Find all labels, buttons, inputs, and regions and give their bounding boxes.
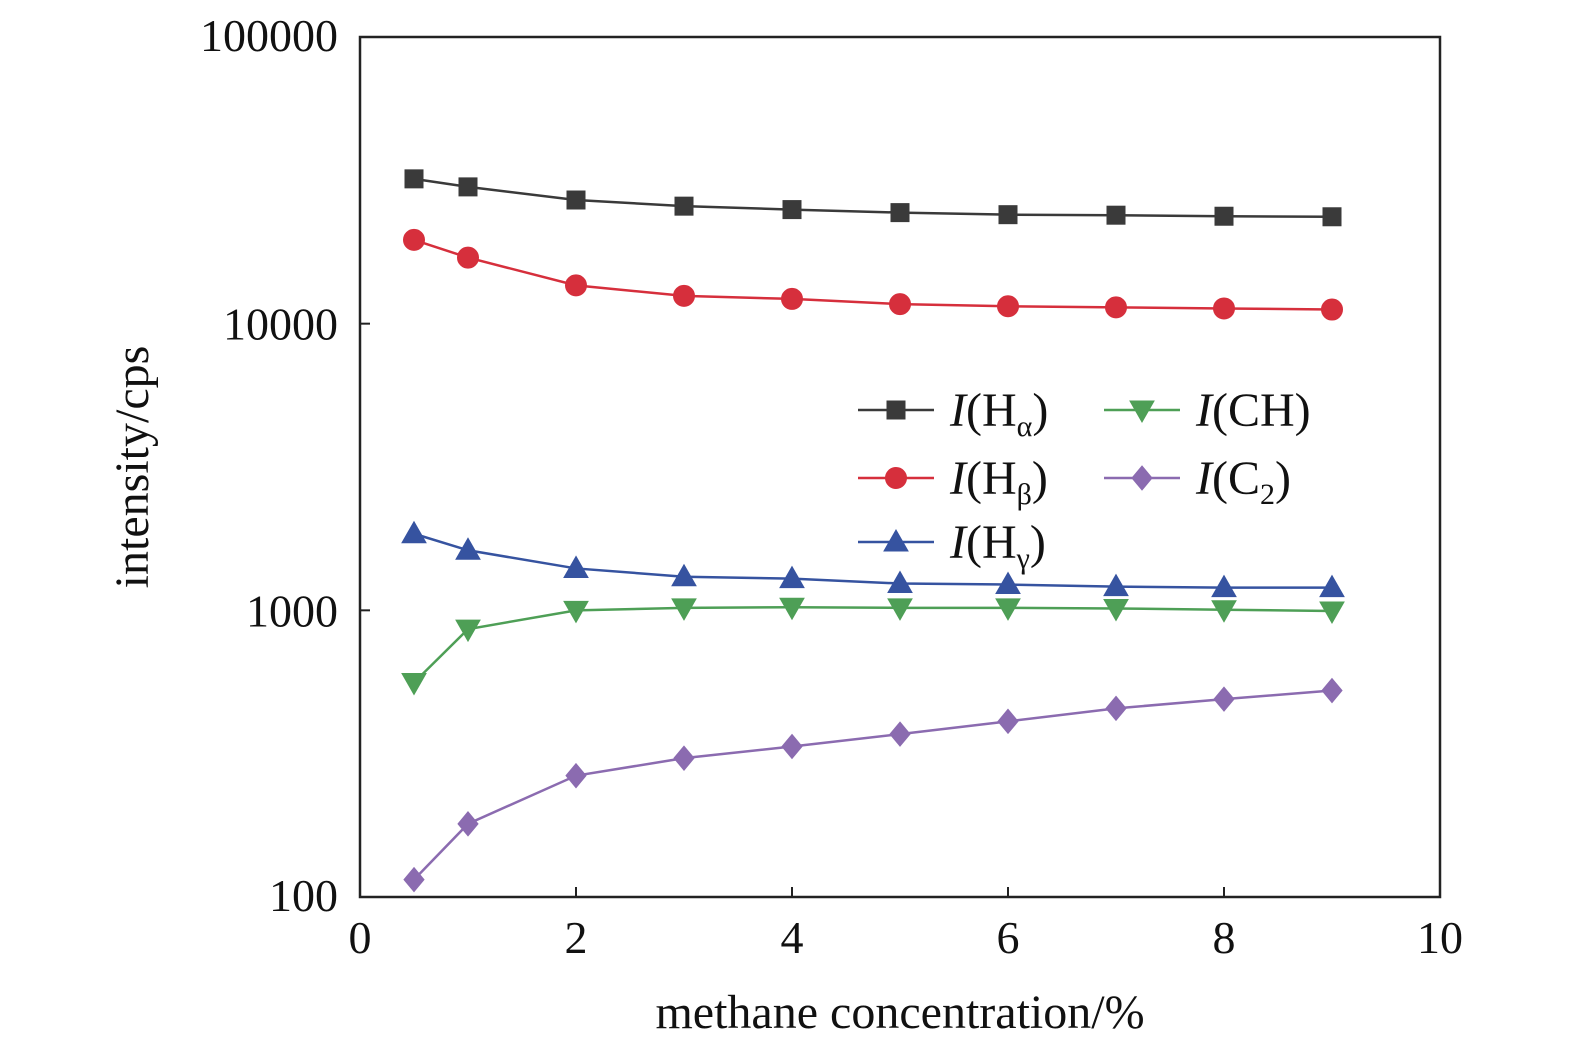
series-line <box>413 177 1333 219</box>
plot-area <box>358 35 1442 899</box>
data-point <box>1214 206 1234 226</box>
data-point <box>563 600 589 624</box>
data-point <box>781 287 803 310</box>
data-point <box>1322 207 1342 227</box>
data-point <box>1319 601 1345 624</box>
legend: I(Hα) I(Hβ)I(Hγ) I(CH) I(C2) <box>858 384 1311 575</box>
legend-entry: I(Hα) <box>858 384 1048 443</box>
data-point <box>403 866 425 893</box>
series-4 <box>403 677 1343 893</box>
data-point <box>1103 573 1129 597</box>
data-point <box>403 228 425 251</box>
data-point <box>995 571 1021 595</box>
data-point <box>1211 574 1237 598</box>
x-tick-label: 0 <box>349 912 372 963</box>
data-point <box>563 555 589 578</box>
x-tick-label: 10 <box>1417 912 1463 963</box>
x-axis-label: methane concentration/% <box>655 986 1144 1039</box>
data-point <box>997 708 1019 735</box>
y-tick-label: 1000 <box>246 585 338 636</box>
data-point <box>779 565 805 589</box>
series-3 <box>401 597 1345 696</box>
x-tick-label: 2 <box>565 912 588 963</box>
data-point <box>779 597 805 621</box>
legend-label: I(Hβ) <box>949 452 1048 511</box>
data-point <box>782 200 802 220</box>
data-point <box>997 295 1019 318</box>
data-point <box>458 177 478 197</box>
data-point <box>674 196 694 216</box>
data-point <box>671 598 697 621</box>
x-axis: 0 2 4 6 8 10 <box>349 887 1463 963</box>
legend-label: I(Hα) <box>949 384 1048 443</box>
data-point <box>455 619 481 643</box>
data-point <box>995 598 1021 621</box>
data-point <box>401 520 427 544</box>
y-tick-label: 10000 <box>223 299 338 350</box>
series-0 <box>404 169 1342 227</box>
data-point <box>1106 205 1126 225</box>
series-2 <box>401 520 1345 598</box>
legend-marker <box>886 400 906 420</box>
data-point <box>565 274 587 297</box>
series-line <box>413 238 1333 311</box>
legend-entry: I(CH) <box>1104 384 1311 437</box>
data-point <box>401 673 427 696</box>
legend-entry: I(Hγ) <box>858 516 1046 575</box>
data-point <box>457 246 479 269</box>
data-point <box>673 284 695 307</box>
legend-entry: I(C2) <box>1104 452 1291 511</box>
data-point <box>1321 677 1343 704</box>
series-line <box>413 606 1333 684</box>
y-axis: 100 1000 10000 100000 <box>200 10 370 921</box>
legend-label: I(CH) <box>1195 384 1311 437</box>
data-point <box>457 811 479 837</box>
data-point <box>404 169 424 189</box>
data-point <box>889 721 911 747</box>
data-point <box>890 203 910 223</box>
y-tick-label: 100 <box>269 870 338 921</box>
data-point <box>1213 686 1235 712</box>
data-point <box>889 293 911 316</box>
legend-marker <box>885 467 907 489</box>
x-tick-label: 6 <box>997 912 1020 963</box>
series-layer <box>401 169 1345 893</box>
data-point <box>565 762 587 789</box>
data-point <box>1105 296 1127 319</box>
data-point <box>1103 598 1129 622</box>
data-point <box>671 563 697 587</box>
data-point <box>887 570 913 594</box>
series-line <box>413 689 1333 881</box>
legend-label: I(Hγ) <box>949 516 1046 575</box>
legend-label: I(C2) <box>1195 452 1291 511</box>
data-point <box>1321 298 1343 321</box>
legend-marker <box>1129 400 1155 424</box>
legend-marker <box>883 528 909 552</box>
series-line <box>413 532 1332 589</box>
data-point <box>781 733 803 760</box>
series-1 <box>403 228 1343 321</box>
data-point <box>887 598 913 621</box>
data-point <box>455 537 481 560</box>
x-tick-label: 4 <box>781 912 804 963</box>
data-point <box>673 745 695 771</box>
y-tick-label: 100000 <box>200 10 338 61</box>
data-point <box>998 205 1018 225</box>
data-point <box>566 190 586 210</box>
data-point <box>1213 297 1235 320</box>
y-axis-label: intensity/cps <box>106 346 159 589</box>
data-point <box>1319 574 1345 598</box>
legend-marker <box>1131 465 1153 491</box>
data-point <box>1105 695 1127 722</box>
x-tick-label: 8 <box>1213 912 1236 963</box>
data-point <box>1211 600 1237 623</box>
legend-entry: I(Hβ) <box>858 452 1048 511</box>
